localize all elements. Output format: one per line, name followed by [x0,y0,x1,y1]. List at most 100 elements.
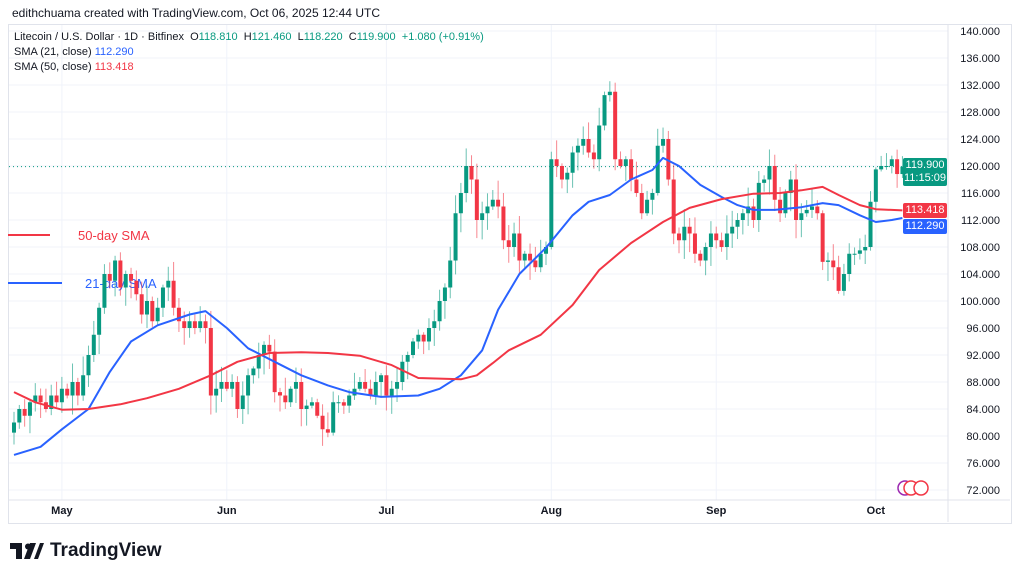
candle [618,151,623,169]
candles [12,81,905,446]
legend-symbol[interactable]: Litecoin / U.S. Dollar · 1D · Bitfinex [14,31,184,43]
candle-body [629,159,634,180]
candle [123,270,128,306]
candle [692,217,697,264]
y-tick-label: 128.000 [960,107,1000,119]
candle-body [799,213,804,220]
candle [506,225,511,263]
candle [836,255,841,294]
candle [714,226,719,249]
candle [847,243,852,282]
candle [219,366,224,403]
candle-body [262,344,267,355]
legend-sma50-row[interactable]: SMA (50, close) 113.418 [14,60,484,75]
sma21-price-tag: 112.290 [903,219,947,234]
candle-body [719,240,724,247]
candle [740,208,745,235]
candle-body [102,274,107,308]
legend-high: 121.460 [251,31,292,43]
candle [570,146,575,188]
legend-sma21-row[interactable]: SMA (21, close) 112.290 [14,45,484,60]
candle [825,252,830,282]
candle [602,91,607,131]
candle-body [522,253,527,261]
tradingview-brand: TradingView [50,540,162,561]
sma50-line [13,185,903,411]
candle-body [86,355,91,376]
candle [634,161,639,197]
candle [336,395,341,413]
candle-body [320,415,325,430]
candle-body [682,226,687,241]
candle-body [97,307,102,335]
candle [661,127,666,153]
candle [299,368,304,427]
candle-body [549,159,554,247]
candle [873,167,878,213]
candle [49,384,54,416]
candle [145,285,149,328]
candle-body [160,287,165,308]
candle [384,365,389,411]
candle [501,193,506,250]
y-tick-label: 112.000 [961,215,1000,227]
candle-body [208,328,213,396]
candle [160,284,165,318]
candle [724,215,729,260]
candle [469,155,474,194]
candle [575,138,580,171]
y-tick-label: 80.000 [966,431,1000,443]
candle-body [81,375,86,396]
candle-body [815,206,820,214]
candle-body [868,201,873,247]
candle-body [448,260,453,288]
candle [730,210,735,248]
candle [315,398,320,419]
candle-body [496,199,501,207]
candle-body [533,260,538,268]
y-tick-label: 120.000 [960,161,1000,173]
candle [288,386,293,407]
candle [698,250,703,267]
candle-body [464,166,469,193]
tradingview-logo[interactable]: TradingView [10,540,162,562]
candle-body [836,267,841,291]
candle-body [772,166,777,200]
candle [155,297,160,325]
candle-body [724,233,729,247]
legend-sma50-value: 113.418 [94,61,134,73]
candle [421,332,426,355]
y-tick-label: 76.000 [966,458,1000,470]
candle-body [405,355,410,362]
candle [54,381,59,408]
candle-body [33,395,38,403]
candle-body [783,193,788,214]
legend-low-label: L [297,31,304,43]
candle [256,342,261,379]
candle-body [325,429,330,433]
y-tick-label: 100.000 [960,296,1000,308]
candle-body [639,193,644,214]
candle [320,404,325,446]
candle-body [804,209,809,214]
candle [150,296,155,328]
candle [900,156,905,179]
candle [629,149,634,192]
candle-body [182,321,187,328]
candle [331,391,336,436]
candle-body [315,402,320,416]
candle [134,270,139,301]
candle-body [171,280,176,308]
candle-body [389,388,394,396]
candle-body [708,233,713,247]
candle [70,363,75,415]
candle [597,107,602,172]
candle-body [873,169,878,202]
candle [762,175,767,192]
candle-body [634,179,639,193]
candle-body [278,392,282,396]
candle [416,329,421,349]
candle-body [570,152,575,173]
candle [235,376,240,418]
